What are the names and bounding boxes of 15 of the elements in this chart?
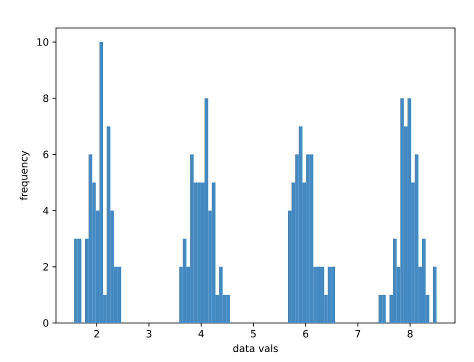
x-tick-label: 7	[356, 330, 360, 338]
x-tick-label: 5	[251, 330, 256, 338]
y-axis-title: frequency	[20, 150, 30, 200]
y-tick-label: 4	[43, 206, 48, 214]
x-axis-title: data vals	[233, 344, 278, 352]
y-tick-label: 0	[43, 319, 48, 327]
x-tick-label: 3	[146, 330, 152, 338]
x-tick-label: 6	[303, 330, 308, 338]
y-tick-label: 10	[37, 38, 48, 46]
y-tick-label: 6	[43, 150, 48, 158]
x-tick-label: 2	[94, 330, 99, 338]
y-tick-label: 8	[43, 94, 48, 102]
x-tick-label: 4	[198, 330, 204, 338]
y-tick-label: 2	[43, 263, 48, 271]
x-tick-label: 8	[408, 330, 413, 338]
